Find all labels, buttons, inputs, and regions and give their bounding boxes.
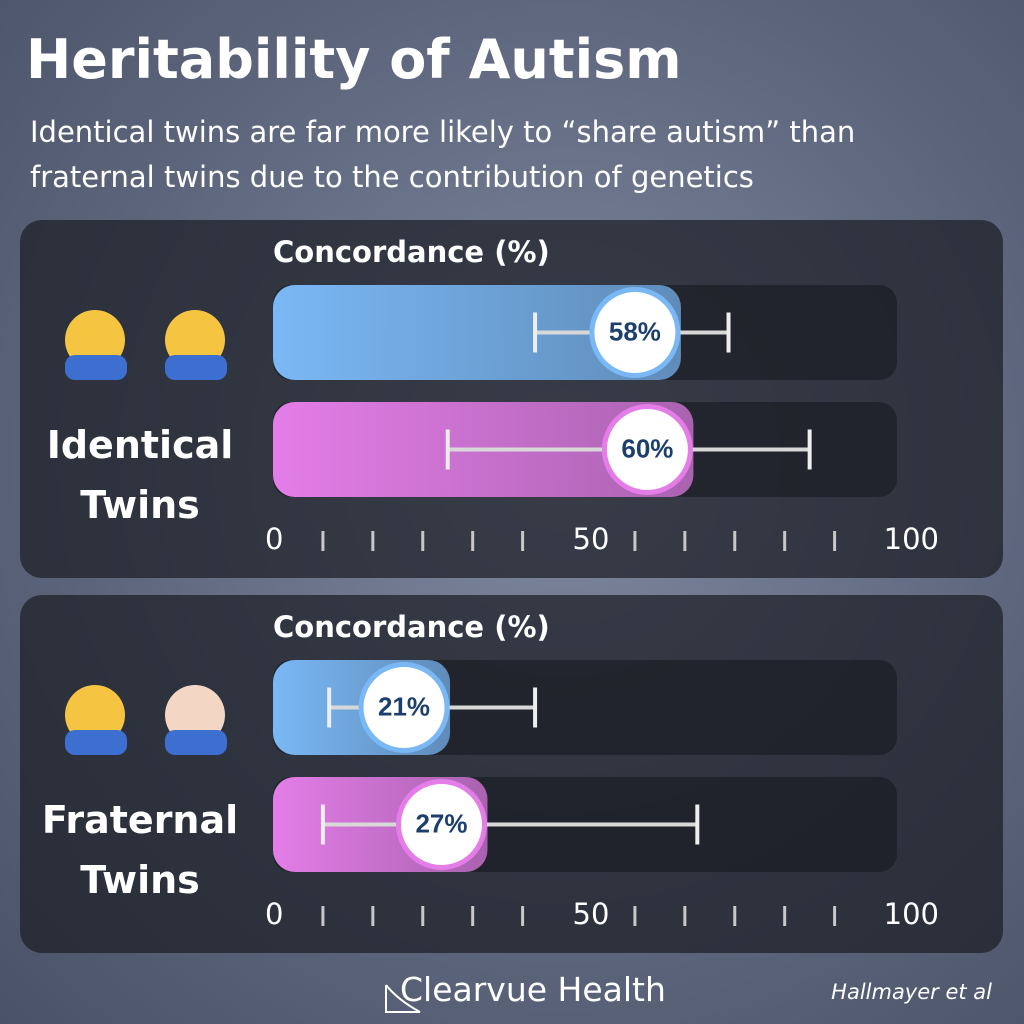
x-tick-label: 50 [573, 522, 610, 556]
value-label: 27% [415, 808, 467, 838]
source: Hallmayer et al [831, 980, 992, 1004]
value-marker [358, 662, 450, 753]
x-tick-label: 100 [884, 522, 939, 556]
value-label: 60% [621, 433, 673, 463]
panel-label: Identical Twins [46, 423, 234, 527]
icon [65, 310, 227, 755]
value-label: 58% [609, 316, 661, 346]
x-axis-label: Concordance (%) [273, 610, 550, 644]
bar [273, 285, 681, 380]
subtitle: Identical twins are far more likely to “… [30, 115, 856, 194]
brand: Clearvue Health [400, 970, 666, 1009]
panel-label: Fraternal Twins [41, 798, 239, 902]
x-tick-label: 0 [265, 897, 283, 931]
x-tick-label: 0 [265, 522, 283, 556]
value-marker [589, 287, 681, 378]
value-label: 21% [378, 691, 430, 721]
logo [385, 984, 421, 1013]
value-marker [601, 404, 693, 495]
x-tick-label: 100 [884, 897, 939, 931]
value-marker [395, 779, 487, 870]
x-axis-label: Concordance (%) [273, 235, 550, 269]
x-tick-label: 50 [573, 897, 610, 931]
title: Heritability of Autism [26, 28, 682, 91]
